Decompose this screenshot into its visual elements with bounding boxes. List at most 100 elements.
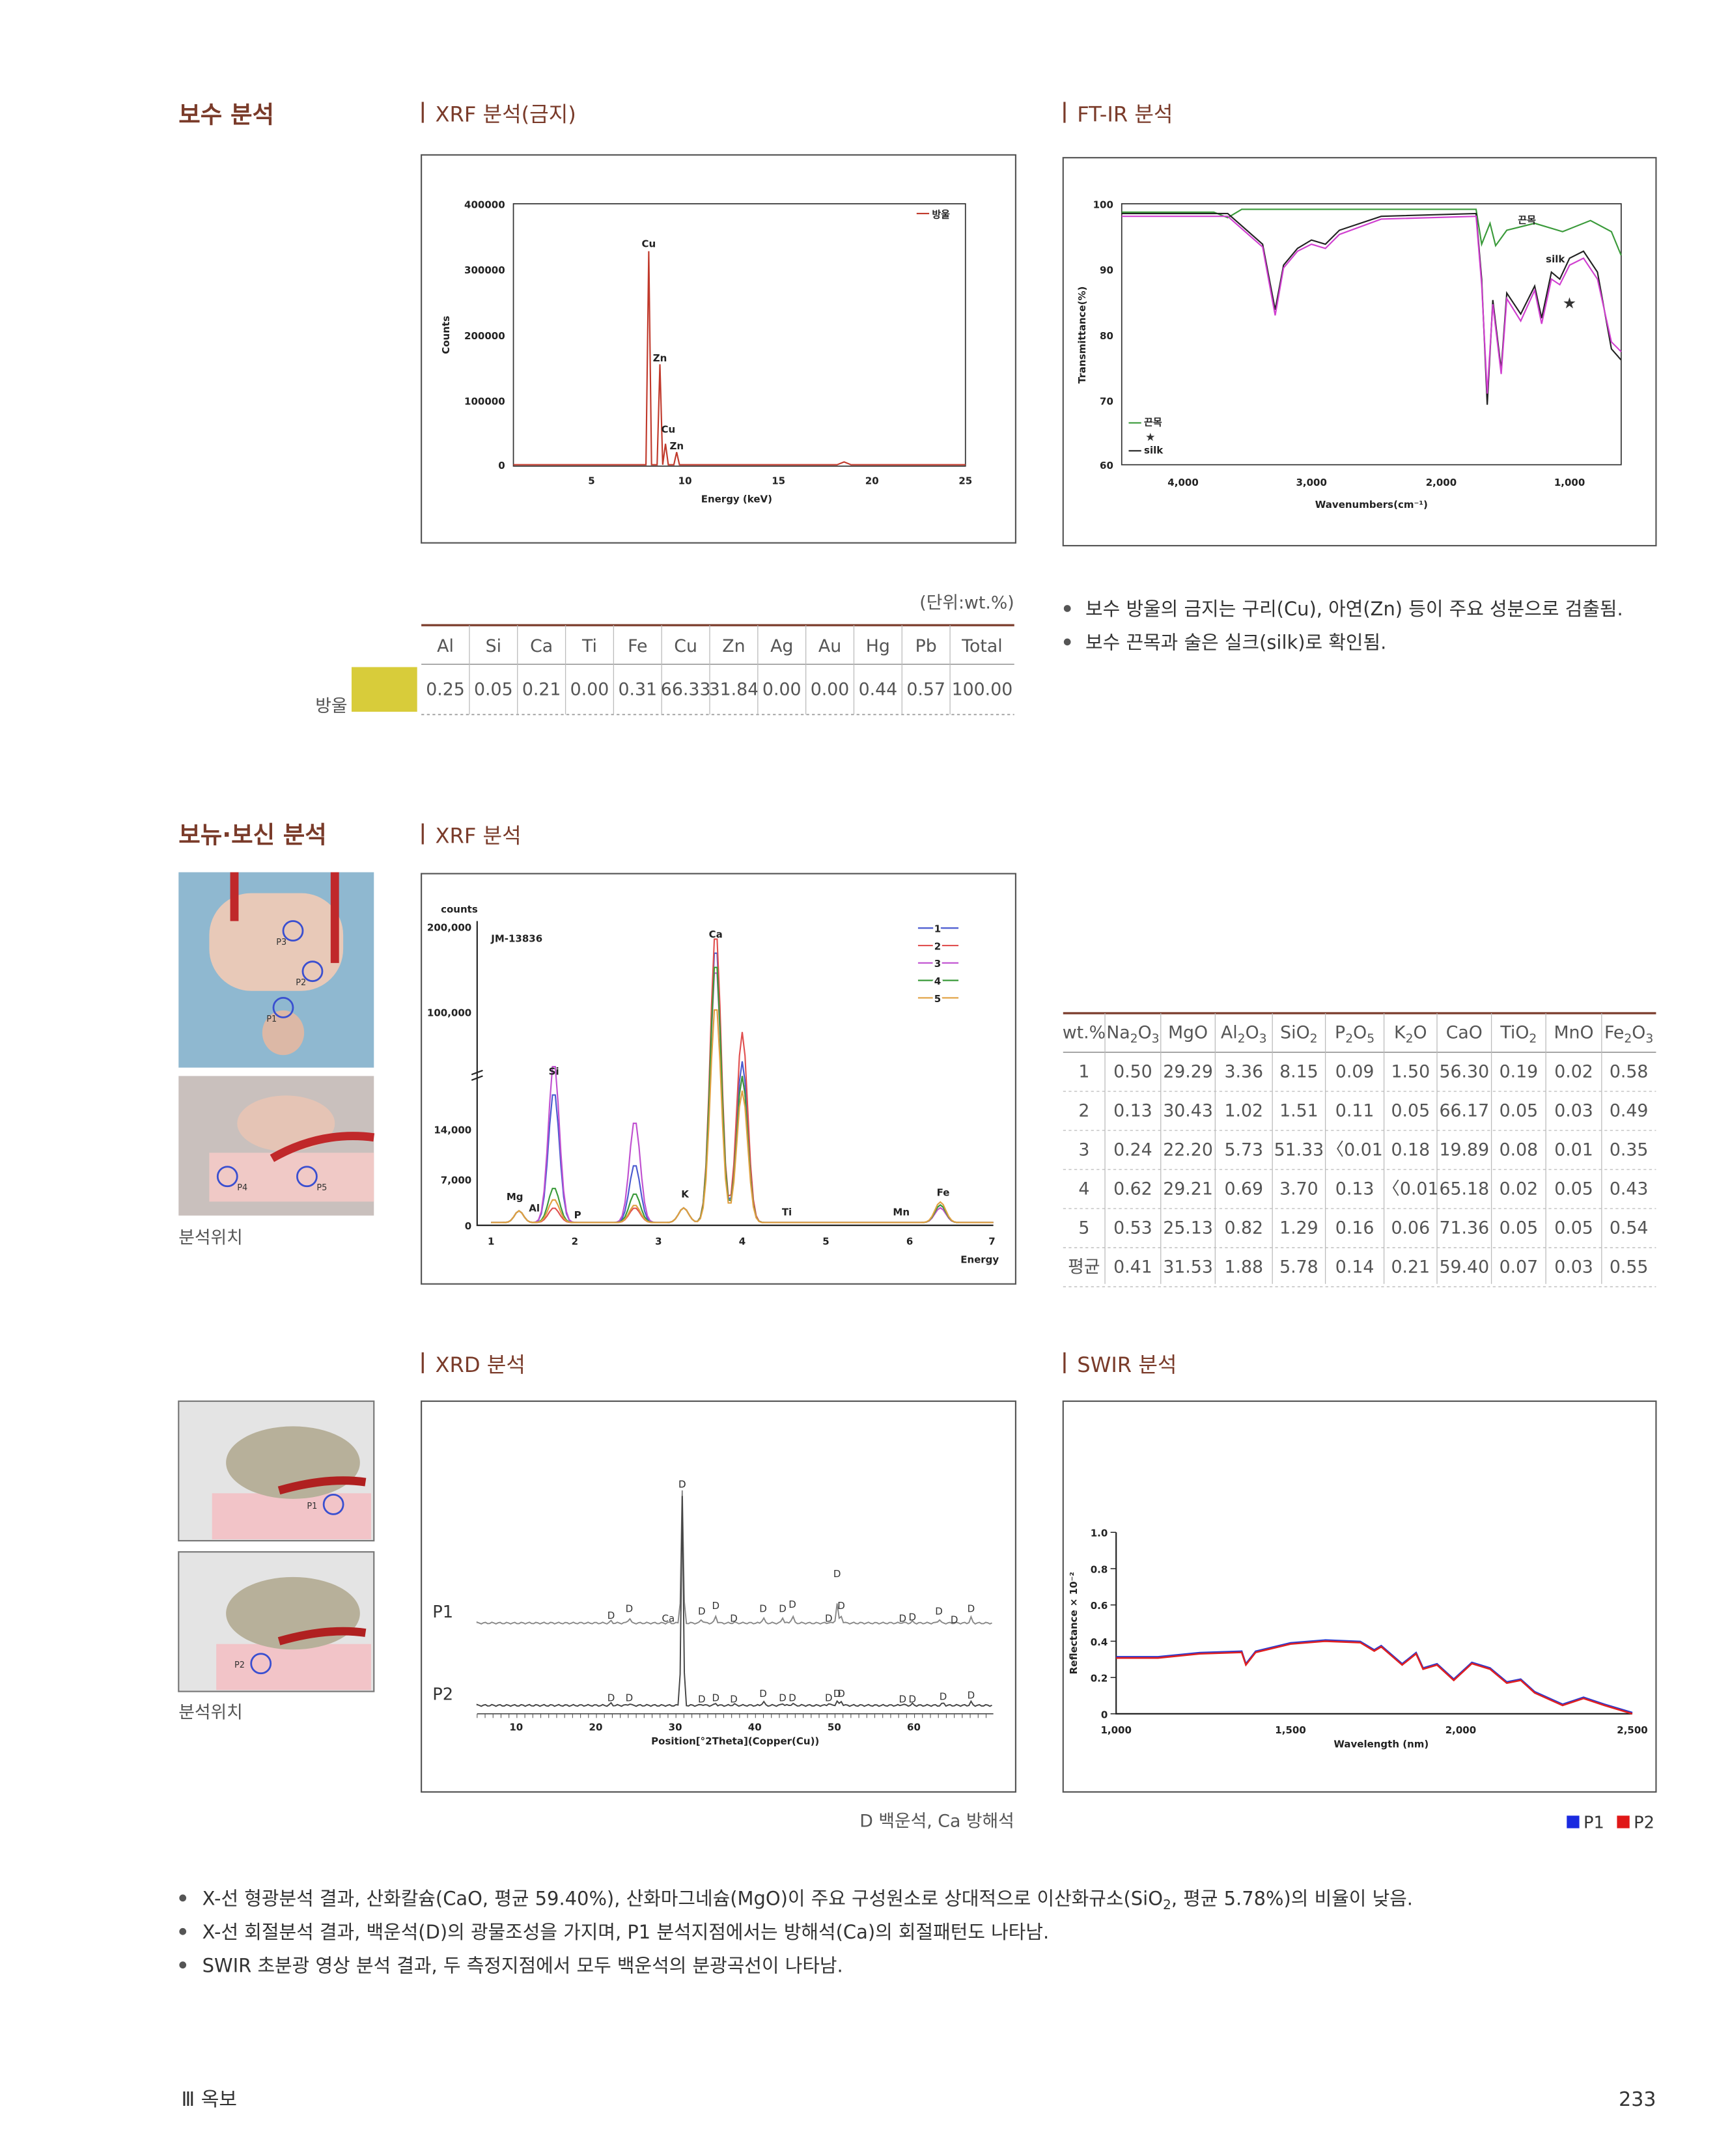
subscript: 2 bbox=[1310, 1032, 1318, 1046]
point-label: P1 bbox=[266, 1015, 277, 1024]
figure-title: XRF 분석 bbox=[436, 824, 522, 848]
table-cell: 0.41 bbox=[1113, 1257, 1152, 1278]
peak-label: D bbox=[712, 1600, 719, 1612]
peak-label: D bbox=[899, 1612, 907, 1624]
photo-cord bbox=[270, 1132, 375, 1162]
peak-label: D bbox=[788, 1599, 796, 1610]
table-cell: 0.19 bbox=[1500, 1062, 1539, 1082]
sample-label: JM-13836 bbox=[490, 933, 542, 945]
column-header: wt.% bbox=[1063, 1023, 1106, 1043]
table-cell: 0.13 bbox=[1335, 1179, 1374, 1199]
y-tick-label: 200,000 bbox=[427, 922, 471, 934]
photo bbox=[178, 1400, 375, 1542]
peak-label: D bbox=[968, 1603, 975, 1614]
photo-cord bbox=[230, 872, 339, 963]
analysis-points: P3 P2 P1 P4 P5 bbox=[216, 920, 327, 1193]
photo-object bbox=[237, 1095, 335, 1152]
x-axis-label: Wavenumbers(cm⁻¹) bbox=[1315, 499, 1428, 511]
xrf-chart: 200,000 100,000 14,000 7,000 0 1 2 3 4 5 6 7 Energy c… bbox=[427, 904, 999, 1266]
x-tick-label: 5 bbox=[588, 475, 594, 487]
legend-label: 2 bbox=[934, 940, 941, 952]
table-cell: 0.14 bbox=[1335, 1257, 1374, 1278]
column-header: Ag bbox=[770, 636, 793, 656]
point-marker bbox=[322, 1494, 344, 1515]
peak-label: D bbox=[678, 1479, 686, 1491]
peak-label: D bbox=[951, 1614, 958, 1626]
subscript: 2 bbox=[1238, 1032, 1246, 1046]
point-label: P4 bbox=[237, 1183, 247, 1193]
column-header: Na2O3 bbox=[1106, 1023, 1159, 1046]
table-cell: 〈0.01 bbox=[1326, 1140, 1382, 1160]
x-tick-label: 2,500 bbox=[1617, 1724, 1647, 1736]
column-header: Fe2O3 bbox=[1604, 1023, 1653, 1046]
x-tick-label: 3 bbox=[655, 1236, 662, 1248]
figure-title: XRF 분석(금지) bbox=[436, 102, 576, 126]
y-tick-label: 90 bbox=[1100, 264, 1113, 276]
y-tick-label: 0 bbox=[498, 460, 505, 471]
table-cell: 1.88 bbox=[1224, 1257, 1263, 1278]
y-axis-label: Transmittance(%) bbox=[1076, 287, 1088, 384]
table-cell: 3.70 bbox=[1279, 1179, 1318, 1199]
element-label: Al bbox=[529, 1202, 540, 1214]
axis-break bbox=[471, 1069, 483, 1081]
column-header: K2O bbox=[1394, 1023, 1427, 1046]
subscript: 2 bbox=[1345, 1032, 1353, 1046]
x-tick-label: 20 bbox=[589, 1722, 603, 1733]
y-tick-label: 14,000 bbox=[434, 1124, 471, 1136]
x-tick-label: 5 bbox=[822, 1236, 829, 1248]
table-cell: 0.44 bbox=[859, 679, 898, 699]
text-run: wt.% bbox=[1063, 1023, 1106, 1043]
photo bbox=[178, 1076, 375, 1216]
figure-title: SWIR 분석 bbox=[1077, 1352, 1177, 1377]
x-tick-label: 50 bbox=[828, 1722, 841, 1733]
table-cell: 3 bbox=[1078, 1140, 1089, 1160]
x-tick-label: 60 bbox=[907, 1722, 921, 1733]
peak-label: D bbox=[779, 1603, 787, 1614]
bullet bbox=[179, 1961, 187, 1969]
point-label: P3 bbox=[276, 938, 286, 947]
table-cell: 59.40 bbox=[1439, 1257, 1489, 1278]
point-label: P2 bbox=[296, 978, 306, 988]
column-header: Fe bbox=[628, 636, 647, 656]
table-cell: 〈0.01 bbox=[1382, 1179, 1438, 1199]
table-cell: 0.18 bbox=[1391, 1140, 1430, 1160]
subscript: 2 bbox=[1163, 1897, 1171, 1912]
text-run: O bbox=[1632, 1023, 1645, 1043]
table-cell: 0.03 bbox=[1554, 1101, 1593, 1121]
table-cell: 0.35 bbox=[1610, 1140, 1649, 1160]
table-cell: 4 bbox=[1078, 1179, 1089, 1199]
table-cell: 1.50 bbox=[1391, 1062, 1430, 1082]
composition-table: wt.% Na2O3 MgO Al2O3 SiO2 P2O5 K2O CaO TiO2 MnO Fe… bbox=[1063, 1012, 1656, 1287]
legend-label: P1 bbox=[1584, 1813, 1604, 1833]
text-run: SiO bbox=[1280, 1023, 1309, 1043]
x-tick-label: 25 bbox=[958, 475, 972, 487]
figure-title: FT-IR 분석 bbox=[1077, 102, 1173, 126]
y-tick-label: 100000 bbox=[464, 396, 505, 408]
bullet-text: X-선 형광분석 결과, 산화칼슘(CaO, 평균 59.40%), 산화마그네… bbox=[202, 1888, 1413, 1912]
table-cell: 0.16 bbox=[1335, 1218, 1374, 1239]
subscript: 3 bbox=[1645, 1032, 1653, 1046]
table-cell: 1.29 bbox=[1279, 1218, 1318, 1239]
legend-label: 3 bbox=[934, 958, 941, 970]
peak-label: D bbox=[833, 1688, 841, 1700]
element-label: K bbox=[681, 1188, 690, 1200]
text-run: MnO bbox=[1554, 1023, 1593, 1043]
x-axis-label: Position[°2Theta](Copper(Cu)) bbox=[651, 1735, 819, 1747]
peak-label: D bbox=[909, 1694, 917, 1705]
photo-caption: 분석위치 bbox=[178, 1228, 242, 1248]
analysis-points: P1 P2 bbox=[234, 1494, 344, 1675]
text-run: Na bbox=[1106, 1023, 1130, 1043]
section-heading: 보뉴·보신 분석 bbox=[178, 821, 327, 849]
figure-caption: D 백운석, Ca 방해석 bbox=[859, 1811, 1014, 1831]
peak-label: D bbox=[678, 1479, 686, 1491]
axis-line bbox=[476, 921, 994, 1226]
table-cell: 0.58 bbox=[1610, 1062, 1649, 1082]
peak-label: D bbox=[837, 1688, 845, 1700]
composition-table: Al 0.25 Si 0.05 Ca 0.21 Ti 0.00 Fe 0.31 Cu 66.33 Zn 3… bbox=[421, 624, 1014, 716]
table-cell: 0.11 bbox=[1335, 1101, 1374, 1121]
column-header: Cu bbox=[674, 636, 697, 656]
subscript: 3 bbox=[1259, 1032, 1267, 1046]
table-cell: 25.13 bbox=[1163, 1218, 1213, 1239]
table-cell: 1 bbox=[1078, 1062, 1089, 1082]
bullet-text: X-선 회절분석 결과, 백운석(D)의 광물조성을 가지며, P1 분석지점에… bbox=[202, 1921, 1049, 1943]
